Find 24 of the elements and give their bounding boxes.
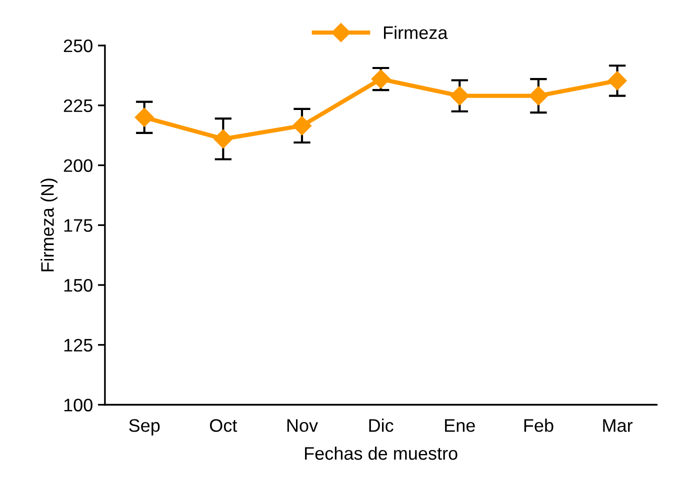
y-tick-label: 150 (64, 278, 92, 292)
point (528, 86, 548, 106)
point (292, 116, 312, 136)
x-tick-label: Feb (524, 418, 554, 432)
point (134, 108, 154, 127)
x-tick-label: Nov (287, 419, 318, 432)
point (450, 86, 470, 106)
legend-label: Firmeza (384, 26, 448, 40)
y-tick-label: 100 (64, 398, 92, 412)
x-tick-label: Dic (369, 418, 394, 432)
x-tick-label: Sep (129, 419, 160, 436)
point (608, 71, 627, 90)
y-tick-label: 200 (64, 159, 92, 172)
x-axis-title: Fechas de muestro (305, 446, 458, 460)
x-tick-label: Ene (445, 419, 475, 432)
x-tick-label: Oct (210, 419, 238, 432)
point (371, 70, 390, 89)
y-tick-label: 250 (64, 39, 92, 52)
y-tick-label: 225 (64, 99, 92, 112)
y-tick-label: 125 (64, 338, 92, 352)
point (214, 129, 233, 148)
y-axis-title: Firmeza (N) (40, 178, 58, 272)
x-tick-label: Mar (603, 419, 633, 432)
y-tick-label: 175 (64, 219, 92, 232)
